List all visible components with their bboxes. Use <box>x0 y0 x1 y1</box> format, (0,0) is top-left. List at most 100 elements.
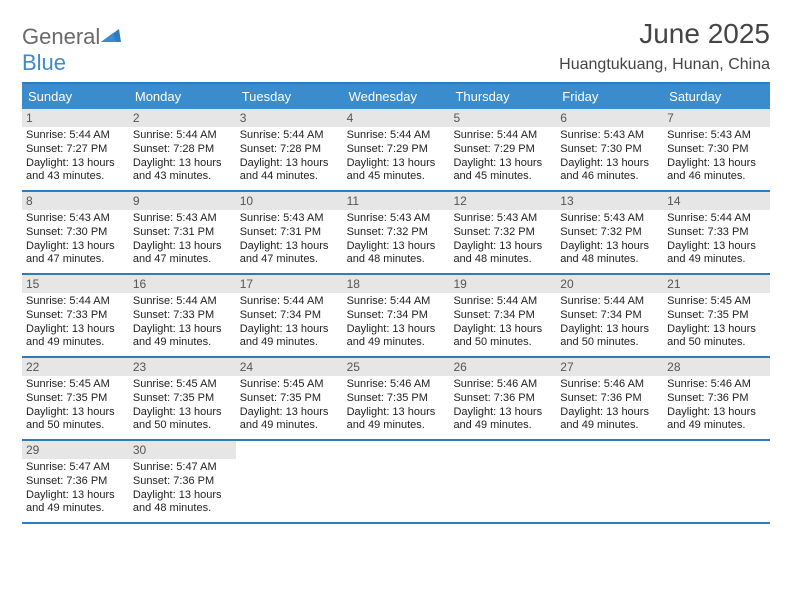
week-row: 1Sunrise: 5:44 AMSunset: 7:27 PMDaylight… <box>22 109 770 192</box>
logo-triangle-icon <box>101 22 121 48</box>
day-body: Sunrise: 5:44 AMSunset: 7:34 PMDaylight:… <box>236 293 343 356</box>
sunset-text: Sunset: 7:30 PM <box>667 143 766 157</box>
sunrise-text: Sunrise: 5:47 AM <box>26 461 125 475</box>
sunset-text: Sunset: 7:34 PM <box>453 309 552 323</box>
day-cell: 14Sunrise: 5:44 AMSunset: 7:33 PMDayligh… <box>663 192 770 273</box>
daylight-text: Daylight: 13 hours and 49 minutes. <box>667 240 766 268</box>
day-body: Sunrise: 5:47 AMSunset: 7:36 PMDaylight:… <box>129 459 236 522</box>
day-body: Sunrise: 5:45 AMSunset: 7:35 PMDaylight:… <box>129 376 236 439</box>
sunset-text: Sunset: 7:30 PM <box>26 226 125 240</box>
day-number: 21 <box>663 275 770 293</box>
daylight-text: Daylight: 13 hours and 49 minutes. <box>26 323 125 351</box>
sunset-text: Sunset: 7:35 PM <box>347 392 446 406</box>
sunrise-text: Sunrise: 5:46 AM <box>453 378 552 392</box>
day-number: 28 <box>663 358 770 376</box>
day-cell: 25Sunrise: 5:46 AMSunset: 7:35 PMDayligh… <box>343 358 450 439</box>
day-body: Sunrise: 5:44 AMSunset: 7:28 PMDaylight:… <box>236 127 343 190</box>
daylight-text: Daylight: 13 hours and 43 minutes. <box>133 157 232 185</box>
sunset-text: Sunset: 7:36 PM <box>560 392 659 406</box>
day-cell: 22Sunrise: 5:45 AMSunset: 7:35 PMDayligh… <box>22 358 129 439</box>
daylight-text: Daylight: 13 hours and 48 minutes. <box>347 240 446 268</box>
day-cell: 27Sunrise: 5:46 AMSunset: 7:36 PMDayligh… <box>556 358 663 439</box>
sunset-text: Sunset: 7:36 PM <box>667 392 766 406</box>
day-number: 30 <box>129 441 236 459</box>
day-body: Sunrise: 5:44 AMSunset: 7:29 PMDaylight:… <box>449 127 556 190</box>
sunrise-text: Sunrise: 5:44 AM <box>560 295 659 309</box>
day-cell: 30Sunrise: 5:47 AMSunset: 7:36 PMDayligh… <box>129 441 236 522</box>
sunset-text: Sunset: 7:28 PM <box>133 143 232 157</box>
sunrise-text: Sunrise: 5:43 AM <box>560 129 659 143</box>
day-body: Sunrise: 5:43 AMSunset: 7:32 PMDaylight:… <box>343 210 450 273</box>
sunrise-text: Sunrise: 5:44 AM <box>240 129 339 143</box>
day-number: 13 <box>556 192 663 210</box>
title-block: June 2025 Huangtukuang, Hunan, China <box>559 18 770 74</box>
dow-sunday: Sunday <box>22 84 129 109</box>
day-number: 19 <box>449 275 556 293</box>
day-cell: 15Sunrise: 5:44 AMSunset: 7:33 PMDayligh… <box>22 275 129 356</box>
day-of-week-row: Sunday Monday Tuesday Wednesday Thursday… <box>22 84 770 109</box>
dow-wednesday: Wednesday <box>343 84 450 109</box>
day-body: Sunrise: 5:47 AMSunset: 7:36 PMDaylight:… <box>22 459 129 522</box>
day-body: Sunrise: 5:44 AMSunset: 7:27 PMDaylight:… <box>22 127 129 190</box>
day-number: 6 <box>556 109 663 127</box>
day-cell: 21Sunrise: 5:45 AMSunset: 7:35 PMDayligh… <box>663 275 770 356</box>
day-cell: 11Sunrise: 5:43 AMSunset: 7:32 PMDayligh… <box>343 192 450 273</box>
sunset-text: Sunset: 7:32 PM <box>560 226 659 240</box>
day-number: 3 <box>236 109 343 127</box>
day-number: 10 <box>236 192 343 210</box>
day-cell: 12Sunrise: 5:43 AMSunset: 7:32 PMDayligh… <box>449 192 556 273</box>
sunset-text: Sunset: 7:35 PM <box>133 392 232 406</box>
day-body: Sunrise: 5:44 AMSunset: 7:34 PMDaylight:… <box>449 293 556 356</box>
day-cell: 19Sunrise: 5:44 AMSunset: 7:34 PMDayligh… <box>449 275 556 356</box>
sunrise-text: Sunrise: 5:43 AM <box>453 212 552 226</box>
day-body: Sunrise: 5:43 AMSunset: 7:31 PMDaylight:… <box>129 210 236 273</box>
dow-tuesday: Tuesday <box>236 84 343 109</box>
day-cell: 13Sunrise: 5:43 AMSunset: 7:32 PMDayligh… <box>556 192 663 273</box>
day-cell: 20Sunrise: 5:44 AMSunset: 7:34 PMDayligh… <box>556 275 663 356</box>
sunset-text: Sunset: 7:35 PM <box>240 392 339 406</box>
daylight-text: Daylight: 13 hours and 50 minutes. <box>453 323 552 351</box>
sunrise-text: Sunrise: 5:46 AM <box>347 378 446 392</box>
sunrise-text: Sunrise: 5:44 AM <box>453 129 552 143</box>
logo-text-general: General <box>22 24 100 50</box>
daylight-text: Daylight: 13 hours and 49 minutes. <box>26 489 125 517</box>
day-cell: 26Sunrise: 5:46 AMSunset: 7:36 PMDayligh… <box>449 358 556 439</box>
sunset-text: Sunset: 7:33 PM <box>667 226 766 240</box>
day-number: 25 <box>343 358 450 376</box>
day-body: Sunrise: 5:43 AMSunset: 7:30 PMDaylight:… <box>556 127 663 190</box>
daylight-text: Daylight: 13 hours and 48 minutes. <box>133 489 232 517</box>
week-row: 8Sunrise: 5:43 AMSunset: 7:30 PMDaylight… <box>22 192 770 275</box>
dow-saturday: Saturday <box>663 84 770 109</box>
sunrise-text: Sunrise: 5:45 AM <box>240 378 339 392</box>
sunrise-text: Sunrise: 5:47 AM <box>133 461 232 475</box>
sunrise-text: Sunrise: 5:44 AM <box>667 212 766 226</box>
day-number: 15 <box>22 275 129 293</box>
sunrise-text: Sunrise: 5:44 AM <box>453 295 552 309</box>
daylight-text: Daylight: 13 hours and 47 minutes. <box>26 240 125 268</box>
day-cell: 28Sunrise: 5:46 AMSunset: 7:36 PMDayligh… <box>663 358 770 439</box>
dow-thursday: Thursday <box>449 84 556 109</box>
day-cell: 3Sunrise: 5:44 AMSunset: 7:28 PMDaylight… <box>236 109 343 190</box>
day-cell: 18Sunrise: 5:44 AMSunset: 7:34 PMDayligh… <box>343 275 450 356</box>
day-cell-empty: .. <box>343 441 450 522</box>
day-cell: 6Sunrise: 5:43 AMSunset: 7:30 PMDaylight… <box>556 109 663 190</box>
daylight-text: Daylight: 13 hours and 45 minutes. <box>453 157 552 185</box>
day-body: Sunrise: 5:44 AMSunset: 7:33 PMDaylight:… <box>22 293 129 356</box>
day-body: Sunrise: 5:46 AMSunset: 7:35 PMDaylight:… <box>343 376 450 439</box>
sunset-text: Sunset: 7:29 PM <box>453 143 552 157</box>
dow-friday: Friday <box>556 84 663 109</box>
logo-text-blue: Blue <box>22 50 66 76</box>
sunset-text: Sunset: 7:34 PM <box>560 309 659 323</box>
day-number: 9 <box>129 192 236 210</box>
daylight-text: Daylight: 13 hours and 49 minutes. <box>347 323 446 351</box>
header: General June 2025 Huangtukuang, Hunan, C… <box>22 18 770 74</box>
sunrise-text: Sunrise: 5:44 AM <box>347 129 446 143</box>
sunrise-text: Sunrise: 5:44 AM <box>133 129 232 143</box>
day-body: Sunrise: 5:44 AMSunset: 7:34 PMDaylight:… <box>343 293 450 356</box>
sunrise-text: Sunrise: 5:44 AM <box>26 129 125 143</box>
day-cell: 17Sunrise: 5:44 AMSunset: 7:34 PMDayligh… <box>236 275 343 356</box>
sunset-text: Sunset: 7:36 PM <box>26 475 125 489</box>
sunset-text: Sunset: 7:34 PM <box>240 309 339 323</box>
calendar: Sunday Monday Tuesday Wednesday Thursday… <box>22 82 770 524</box>
day-number: 26 <box>449 358 556 376</box>
